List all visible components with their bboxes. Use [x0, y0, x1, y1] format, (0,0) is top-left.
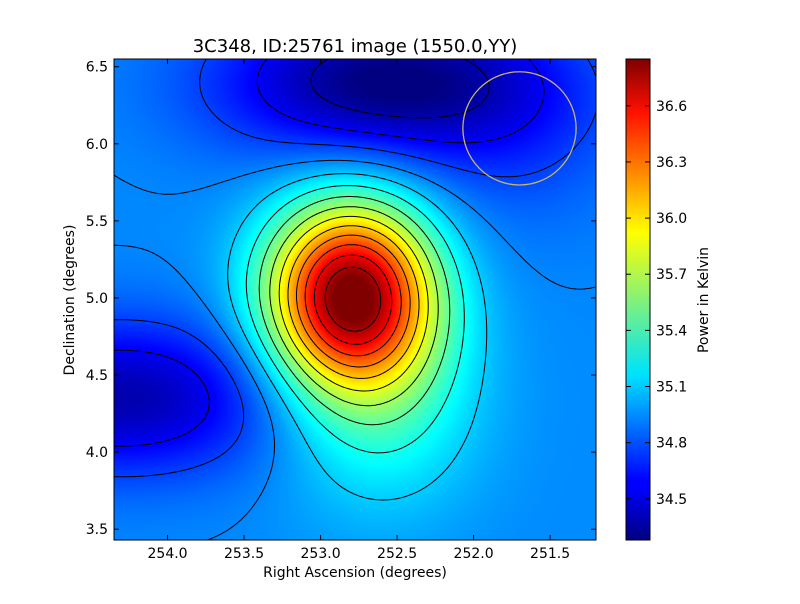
y-tick-label: 4.0 — [86, 445, 108, 461]
colorbar-tick-label: 35.7 — [656, 267, 687, 283]
contour-line — [114, 159, 596, 540]
heatmap-image — [114, 59, 596, 540]
colorbar-ticks: 34.5 34.8 35.1 35.4 35.7 36.0 36.3 36.6 — [626, 99, 687, 508]
contour-line — [258, 196, 451, 426]
contour-line — [296, 234, 411, 368]
y-tick-label: 6.0 — [86, 137, 108, 153]
y-tick-label: 5.5 — [86, 214, 108, 230]
contour-line — [310, 59, 490, 119]
contour-line — [269, 206, 439, 407]
plot-frame — [113, 58, 597, 541]
contour-line — [227, 173, 488, 501]
y-axis-label: Declination (degrees) — [62, 225, 78, 376]
colorbar: 34.5 34.8 35.1 35.4 35.7 36.0 36.3 36.6 Power i… — [625, 58, 712, 541]
contour-line — [304, 244, 402, 357]
colorbar-tick-label: 34.5 — [656, 492, 687, 508]
colorbar-tick-label: 34.8 — [656, 436, 687, 452]
y-axis: 3.5 4.0 4.5 5.0 5.5 6.0 6.5 — [86, 60, 596, 538]
source-marker-circle — [462, 71, 577, 186]
contour-line — [114, 59, 545, 447]
y-tick-label: 5.0 — [86, 291, 108, 307]
y-tick-label: 6.5 — [86, 60, 108, 76]
x-tick-label: 254.0 — [148, 546, 188, 562]
contour-lines — [114, 59, 596, 540]
contour-line — [245, 185, 465, 454]
x-axis-label: Right Ascension (degrees) — [263, 565, 447, 581]
contour-line — [278, 215, 429, 392]
colorbar-gradient — [625, 58, 651, 541]
contour-line — [114, 59, 596, 478]
y-tick-label: 4.5 — [86, 368, 108, 384]
x-tick-label: 252.0 — [454, 546, 494, 562]
colorbar-tick-label: 36.0 — [656, 211, 687, 227]
chart-title: 3C348, ID:25761 image (1550.0,YY) — [193, 36, 518, 57]
contour-line — [313, 254, 393, 345]
colorbar-tick-label: 35.4 — [656, 323, 687, 339]
colorbar-tick-label: 36.3 — [656, 155, 687, 171]
plot-area — [113, 58, 597, 541]
colorbar-tick-label: 36.6 — [656, 99, 687, 115]
x-tick-label: 253.5 — [224, 546, 264, 562]
x-tick-label: 252.5 — [377, 546, 417, 562]
x-tick-label: 251.5 — [530, 546, 570, 562]
y-tick-label: 3.5 — [86, 522, 108, 538]
x-axis: 254.0 253.5 253.0 252.5 252.0 251.5 — [148, 59, 570, 562]
colorbar-label: Power in Kelvin — [696, 247, 712, 353]
colorbar-tick-label: 35.1 — [656, 380, 687, 396]
contour-line — [324, 266, 382, 332]
x-tick-label: 253.0 — [301, 546, 341, 562]
contour-line — [287, 225, 420, 379]
